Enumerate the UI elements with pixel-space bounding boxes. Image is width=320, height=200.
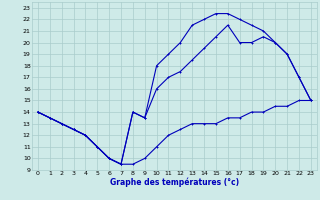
X-axis label: Graphe des températures (°c): Graphe des températures (°c)	[110, 178, 239, 187]
